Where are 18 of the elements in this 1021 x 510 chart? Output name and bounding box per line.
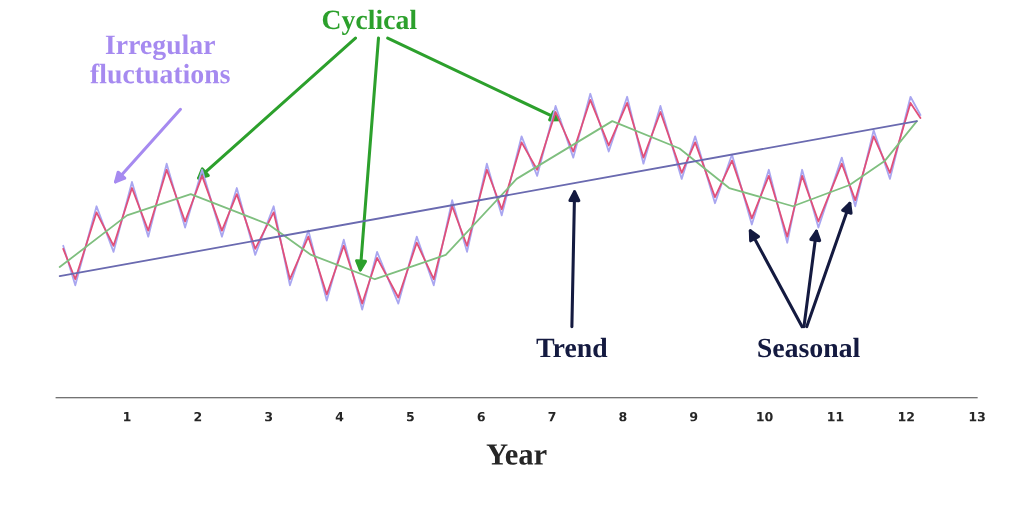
x-tick-label: 3 xyxy=(265,411,273,422)
text: Irregular fluctuations xyxy=(90,34,230,84)
x-tick-label: 10 xyxy=(757,411,773,422)
x-tick-label: 5 xyxy=(406,412,414,422)
x-tick-label: 9 xyxy=(690,411,698,422)
x-tick-label: 6 xyxy=(477,411,485,422)
x-tick-label: 7 xyxy=(548,412,556,422)
annotation: Seasonal xyxy=(758,337,860,358)
text: Cyclical xyxy=(322,9,417,35)
x-tick-label: 4 xyxy=(335,412,344,422)
x-tick-label: 8 xyxy=(619,411,627,422)
x-tick-label: 12 xyxy=(898,411,914,422)
x-tick-label: 11 xyxy=(828,412,844,422)
x-axis-title: Year xyxy=(486,444,547,465)
x-tick-label: 2 xyxy=(194,411,202,422)
x-tick-label: 13 xyxy=(969,411,985,422)
x-tick-label: 1 xyxy=(124,412,131,422)
annotation: Trend xyxy=(536,337,608,358)
